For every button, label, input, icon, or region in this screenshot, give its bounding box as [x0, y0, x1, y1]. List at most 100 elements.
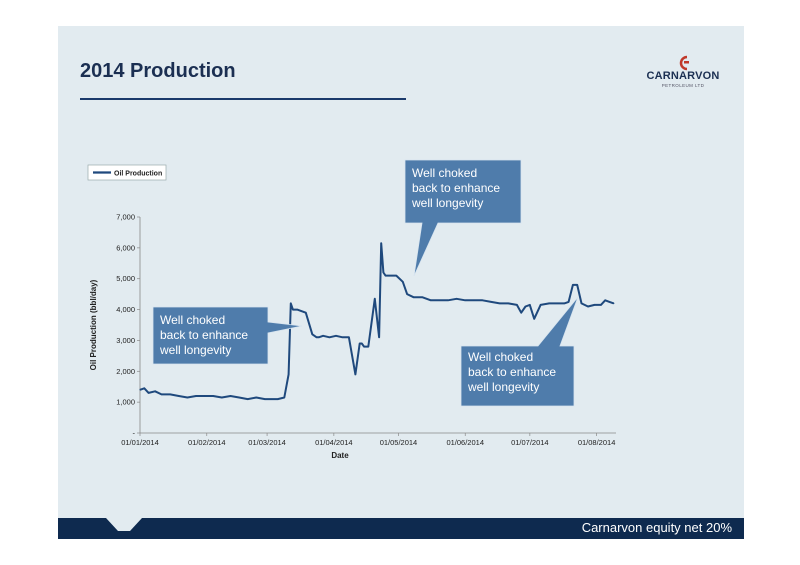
- data-point: [229, 395, 232, 397]
- y-tick-label: -: [133, 429, 136, 438]
- data-point: [143, 387, 145, 389]
- callout-2: Well choked back to enhance well longevi…: [404, 159, 522, 277]
- data-point: [447, 299, 449, 301]
- data-point: [212, 395, 214, 397]
- data-point: [529, 304, 531, 306]
- title-underline: [80, 98, 406, 100]
- data-point: [354, 373, 356, 375]
- data-point: [580, 302, 583, 304]
- callout-3-shape: [460, 296, 579, 407]
- x-axis-label: Date: [331, 451, 349, 460]
- x-tick-label: 01/06/2014: [446, 438, 484, 447]
- data-point: [516, 304, 518, 306]
- data-point: [438, 299, 440, 301]
- data-point: [604, 299, 606, 301]
- data-point: [382, 271, 384, 274]
- data-point: [305, 312, 307, 314]
- y-tick-label: 5,000: [116, 274, 135, 283]
- data-point: [316, 336, 318, 338]
- y-tick-label: 4,000: [116, 305, 135, 314]
- data-point: [557, 302, 559, 304]
- data-point: [593, 304, 596, 306]
- data-point: [178, 395, 180, 397]
- data-point: [563, 302, 565, 304]
- x-tick-label: 01/08/2014: [578, 438, 616, 447]
- data-point: [335, 335, 337, 337]
- callout-1-line-1: Well choked: [160, 313, 225, 327]
- data-point: [481, 299, 484, 301]
- data-point: [186, 396, 188, 399]
- company-logo: CARNARVON PETROLEUM LTD: [643, 54, 723, 94]
- data-point: [318, 336, 320, 338]
- data-point: [406, 293, 408, 295]
- data-point: [499, 302, 501, 304]
- data-point: [348, 336, 350, 338]
- data-point: [384, 275, 387, 277]
- data-point: [328, 336, 331, 338]
- data-point: [572, 284, 574, 286]
- data-point: [402, 281, 404, 283]
- legend-box: [87, 164, 167, 181]
- chart-legend: Oil Production: [87, 164, 167, 181]
- data-point: [359, 342, 361, 345]
- logo-text: CARNARVON: [646, 70, 720, 82]
- data-point: [412, 296, 415, 298]
- data-point: [247, 398, 249, 400]
- y-tick-label: 3,000: [116, 336, 135, 345]
- footer-text: Carnarvon equity net 20%: [581, 520, 732, 535]
- x-ticks: 01/01/2014 01/02/2014 01/03/2014 01/04/2014…: [121, 433, 615, 447]
- data-point: [221, 396, 223, 399]
- data-point: [613, 302, 615, 304]
- data-point: [380, 242, 382, 244]
- callout-2-line-3: well longevity: [411, 196, 483, 210]
- data-point: [473, 299, 475, 301]
- callout-3-line-3: well longevity: [467, 380, 539, 394]
- data-point: [367, 346, 369, 348]
- data-point: [520, 312, 522, 314]
- data-point: [341, 336, 344, 338]
- x-tick-label: 01/02/2014: [188, 438, 226, 447]
- series-points: [139, 242, 615, 400]
- data-point: [600, 304, 602, 306]
- data-point: [387, 275, 389, 277]
- slide-title: 2014 Production: [80, 60, 236, 82]
- data-point: [430, 299, 432, 301]
- data-point: [195, 395, 197, 397]
- data-point: [148, 392, 150, 394]
- x-tick-label: 01/05/2014: [380, 438, 418, 447]
- y-tick-label: 1,000: [116, 398, 135, 407]
- data-point: [288, 373, 290, 375]
- callout-1: Well choked back to enhance well longevi…: [152, 306, 303, 365]
- data-point: [456, 298, 458, 300]
- callout-1-line-3: well longevity: [159, 343, 231, 357]
- data-point: [238, 396, 240, 399]
- data-point: [540, 304, 542, 306]
- data-point: [548, 302, 550, 304]
- x-tick-label: 01/03/2014: [248, 438, 286, 447]
- logo-mark-icon: [679, 55, 689, 71]
- data-point: [277, 398, 279, 400]
- data-point: [290, 302, 292, 304]
- data-point: [363, 346, 365, 348]
- data-point: [204, 395, 206, 397]
- data-point: [389, 275, 391, 277]
- data-point: [524, 305, 527, 308]
- data-point: [576, 284, 578, 286]
- legend-label: Oil Production: [114, 171, 162, 178]
- data-point: [296, 309, 298, 311]
- callout-3-line-2: back to enhance: [468, 365, 556, 379]
- data-point: [374, 298, 376, 300]
- x-tick-label: 01/04/2014: [315, 438, 353, 447]
- data-point: [490, 301, 492, 303]
- data-point: [533, 318, 535, 320]
- data-point: [283, 396, 285, 399]
- data-point: [361, 342, 363, 345]
- y-ticks: - 1,000 2,000 3,000 4,000 5,000 6,000 7,000: [116, 213, 140, 438]
- data-point: [587, 305, 589, 308]
- data-point: [507, 302, 509, 304]
- data-point: [464, 299, 466, 301]
- data-point: [139, 389, 141, 391]
- logo-subtext: PETROLEUM LTD: [661, 83, 705, 88]
- y-tick-label: 7,000: [116, 213, 135, 222]
- data-point: [391, 275, 393, 277]
